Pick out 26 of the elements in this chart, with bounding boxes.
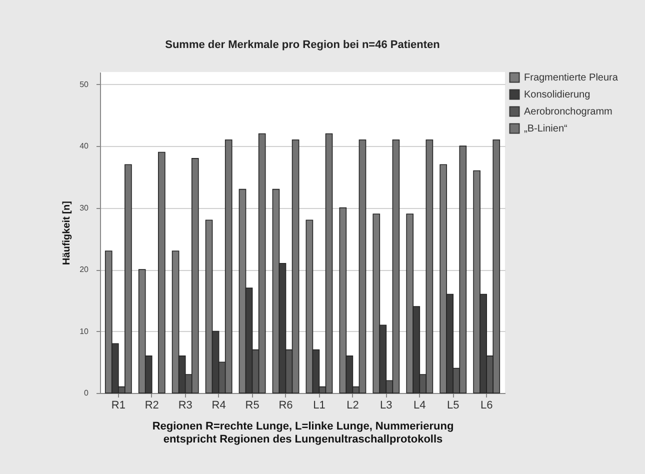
legend-label: Fragmentierte Pleura xyxy=(524,72,618,84)
y-tick-label: 50 xyxy=(80,80,90,89)
x-tick-label: R3 xyxy=(178,400,192,412)
y-tick-label: 20 xyxy=(80,265,90,274)
y-axis-title: Häufigkeit [n] xyxy=(62,201,73,265)
legend-label: Aerobronchogramm xyxy=(524,106,612,118)
x-tick-label: R4 xyxy=(212,400,226,412)
x-tick-label: R5 xyxy=(245,400,260,412)
x-tick-label: L2 xyxy=(346,400,359,412)
x-tick-label: R1 xyxy=(111,400,126,412)
x-tick-label: L3 xyxy=(380,400,392,412)
x-tick-label: R2 xyxy=(144,400,159,412)
x-tick-label: R6 xyxy=(278,400,293,412)
y-tick-label: 0 xyxy=(84,388,90,398)
chart-title: Summe der Merkmale pro Region bei n=46 Patienten xyxy=(165,39,440,51)
y-tick-label: 30 xyxy=(80,203,90,212)
x-tick-label: L4 xyxy=(414,400,426,412)
y-tick-label: 40 xyxy=(80,142,90,151)
x-axis-title: Regionen R=rechte Lunge, L=linke Lunge, Nummerierung entspricht Regionen des Lungenultraschallprotokolls xyxy=(152,420,454,446)
x-tick-label: L6 xyxy=(480,400,493,412)
x-tick-label: L5 xyxy=(446,400,460,412)
bar xyxy=(158,152,166,394)
y-tick-label: 10 xyxy=(80,326,90,336)
x-tick-label: L1 xyxy=(313,400,326,412)
legend-label: „B-Linien“ xyxy=(524,124,568,134)
legend-label: Konsolidierung xyxy=(524,90,590,100)
